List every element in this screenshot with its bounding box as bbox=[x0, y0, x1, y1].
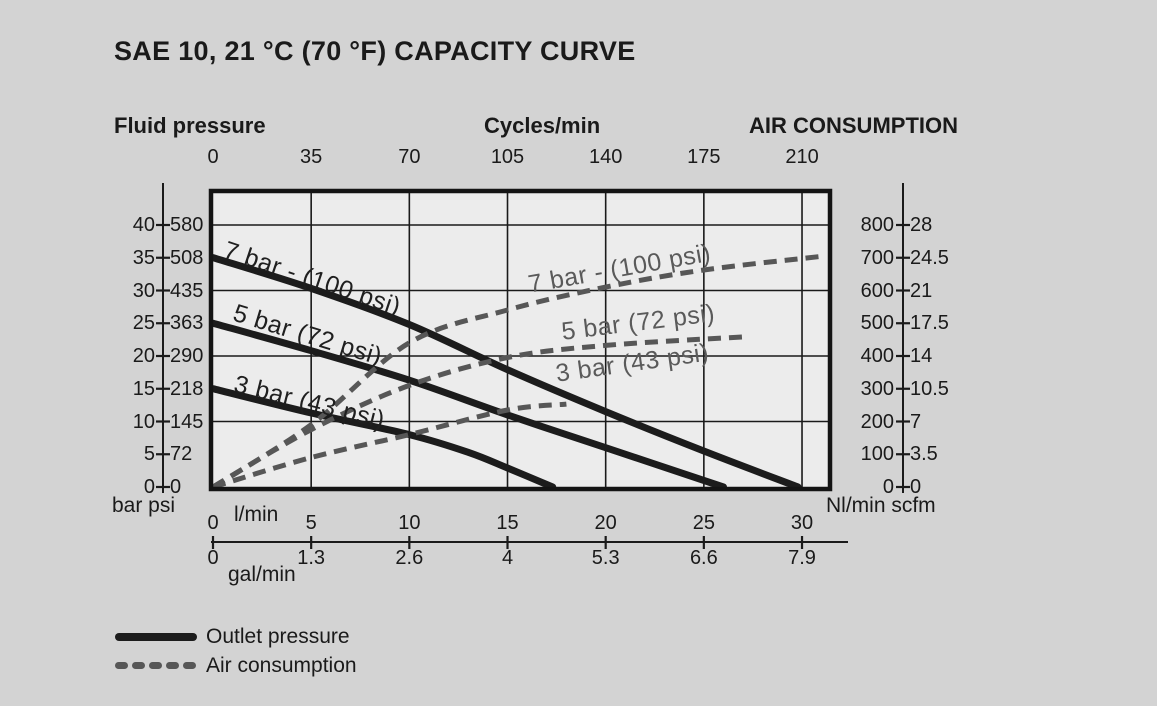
bottom-lmin-tick-5: 5 bbox=[305, 512, 317, 534]
bottom-gal-tick-7.9: 7.9 bbox=[788, 547, 816, 569]
left-bar-tick-20: 20 bbox=[132, 345, 155, 367]
left-psi-tick-145: 145 bbox=[170, 410, 204, 433]
right-scfm-tick-14: 14 bbox=[910, 345, 933, 367]
right-nlmin-tick-700: 700 bbox=[860, 246, 894, 269]
bottom-lmin-tick-10: 10 bbox=[398, 512, 421, 534]
bottom-lmin-unit-label: l/min bbox=[234, 503, 279, 526]
bottom-lmin-tick-25: 25 bbox=[692, 512, 715, 534]
bottom-gal-unit-label: gal/min bbox=[228, 563, 296, 586]
bottom-lmin-tick-20: 20 bbox=[594, 512, 617, 534]
page-title: SAE 10, 21 °C (70 °F) CAPACITY CURVE bbox=[114, 36, 636, 66]
left-psi-tick-580: 580 bbox=[170, 214, 204, 236]
legend-swatch-air-consumption bbox=[115, 662, 196, 669]
top-axis-tick-35: 35 bbox=[300, 146, 323, 168]
legend-swatch-outlet-pressure bbox=[115, 633, 203, 643]
right-nlmin-tick-300: 300 bbox=[860, 377, 894, 400]
bottom-lmin-tick-15: 15 bbox=[496, 512, 519, 534]
right-scfm-tick-7: 7 bbox=[910, 410, 922, 433]
bottom-lmin-tick-0: 0 bbox=[207, 512, 219, 534]
left-bar-tick-30: 30 bbox=[132, 279, 155, 302]
bottom-gal-tick-5.3: 5.3 bbox=[591, 547, 620, 569]
right-scfm-tick-0: 0 bbox=[910, 476, 922, 498]
left-bar-tick-15: 15 bbox=[132, 377, 155, 400]
header-air-consumption: AIR CONSUMPTION bbox=[749, 113, 958, 138]
right-nlmin-tick-100: 100 bbox=[860, 443, 894, 466]
bottom-gal-tick-2.6: 2.6 bbox=[395, 547, 424, 569]
right-nlmin-tick-0: 0 bbox=[882, 476, 894, 498]
right-scfm-tick-28: 28 bbox=[910, 214, 933, 236]
bottom-gal-tick-6.6: 6.6 bbox=[689, 547, 718, 569]
right-scfm-tick-3.5: 3.5 bbox=[910, 443, 938, 466]
left-psi-tick-363: 363 bbox=[170, 312, 204, 335]
right-scfm-tick-21: 21 bbox=[910, 279, 933, 302]
bottom-lmin-tick-30: 30 bbox=[790, 512, 814, 534]
left-psi-tick-435: 435 bbox=[170, 279, 204, 302]
top-axis-tick-210: 210 bbox=[785, 146, 819, 168]
left-psi-tick-508: 508 bbox=[170, 246, 204, 269]
header-fluid-pressure: Fluid pressure bbox=[114, 113, 266, 138]
left-bar-tick-40: 40 bbox=[132, 214, 155, 236]
legend-label-outlet-pressure: Outlet pressure bbox=[206, 625, 350, 648]
top-axis-tick-140: 140 bbox=[588, 146, 623, 168]
top-axis-tick-175: 175 bbox=[687, 146, 721, 168]
right-nlmin-tick-800: 800 bbox=[860, 214, 894, 236]
right-nlmin-tick-200: 200 bbox=[860, 410, 894, 433]
header-cycles-per-min: Cycles/min bbox=[484, 113, 601, 138]
top-axis-tick-0: 0 bbox=[207, 146, 219, 168]
right-nlmin-tick-600: 600 bbox=[860, 279, 894, 302]
bottom-gal-tick-0: 0 bbox=[207, 547, 219, 569]
left-bar-tick-0: 0 bbox=[143, 476, 155, 498]
bottom-gal-tick-4: 4 bbox=[501, 547, 514, 569]
right-nlmin-tick-400: 400 bbox=[860, 345, 894, 367]
bottom-gal-tick-1.3: 1.3 bbox=[297, 547, 326, 569]
left-bar-tick-5: 5 bbox=[143, 443, 155, 466]
right-axis-unit-label: Nl/min scfm bbox=[826, 494, 936, 517]
right-scfm-tick-17.5: 17.5 bbox=[910, 312, 949, 335]
left-psi-tick-72: 72 bbox=[170, 443, 193, 466]
top-axis-tick-70: 70 bbox=[398, 146, 421, 168]
left-bar-tick-35: 35 bbox=[132, 246, 155, 269]
left-psi-tick-0: 0 bbox=[170, 476, 182, 498]
right-nlmin-tick-500: 500 bbox=[860, 312, 894, 335]
right-scfm-tick-24.5: 24.5 bbox=[910, 246, 949, 269]
top-axis-tick-105: 105 bbox=[490, 146, 525, 168]
left-bar-tick-10: 10 bbox=[132, 410, 155, 433]
left-axis-unit-label: bar psi bbox=[112, 494, 176, 517]
right-scfm-tick-10.5: 10.5 bbox=[910, 377, 949, 400]
left-psi-tick-290: 290 bbox=[170, 345, 204, 367]
left-psi-tick-218: 218 bbox=[170, 377, 204, 400]
legend-label-air-consumption: Air consumption bbox=[206, 654, 357, 677]
left-bar-tick-25: 25 bbox=[132, 312, 155, 335]
